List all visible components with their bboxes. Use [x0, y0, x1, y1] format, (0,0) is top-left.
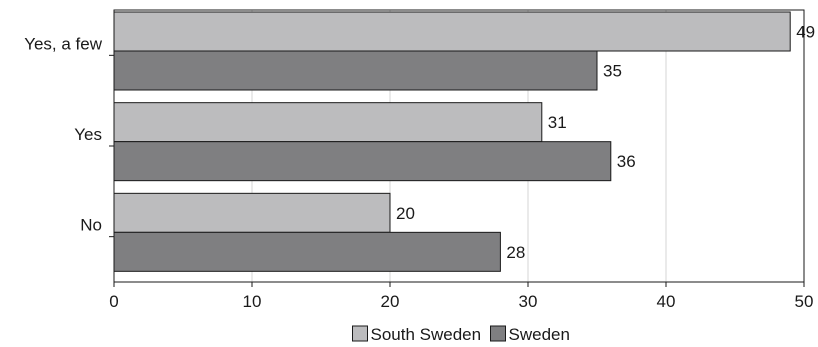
data-label: 31 — [548, 113, 567, 132]
x-tick-label: 50 — [795, 292, 814, 311]
bar — [113, 11, 791, 52]
category-label: Yes — [74, 125, 102, 144]
bar — [113, 50, 598, 91]
legend-swatch — [490, 325, 506, 342]
data-label: 36 — [617, 152, 636, 171]
axes: 0 10 20 30 40 50 — [109, 9, 814, 311]
legend: South Sweden Sweden — [352, 325, 570, 344]
bar — [113, 141, 612, 182]
bars — [113, 11, 791, 272]
bar — [113, 102, 543, 143]
x-tick-label: 40 — [657, 292, 676, 311]
legend-swatch — [352, 325, 368, 342]
bar — [113, 192, 391, 233]
legend-label: Sweden — [509, 325, 570, 344]
bar — [113, 231, 501, 272]
x-tick-label: 30 — [519, 292, 538, 311]
legend-label: South Sweden — [371, 325, 482, 344]
x-tick-label: 20 — [381, 292, 400, 311]
data-label: 35 — [603, 62, 622, 81]
data-label: 28 — [506, 243, 525, 262]
data-label: 20 — [396, 204, 415, 223]
category-label: Yes, a few — [24, 34, 103, 53]
x-tick-label: 0 — [109, 292, 118, 311]
x-tick-label: 10 — [243, 292, 262, 311]
category-label: No — [80, 216, 102, 235]
labels: Yes, a few 49 35 Yes 31 36 No 20 28 — [24, 23, 815, 262]
data-label: 49 — [796, 23, 815, 42]
